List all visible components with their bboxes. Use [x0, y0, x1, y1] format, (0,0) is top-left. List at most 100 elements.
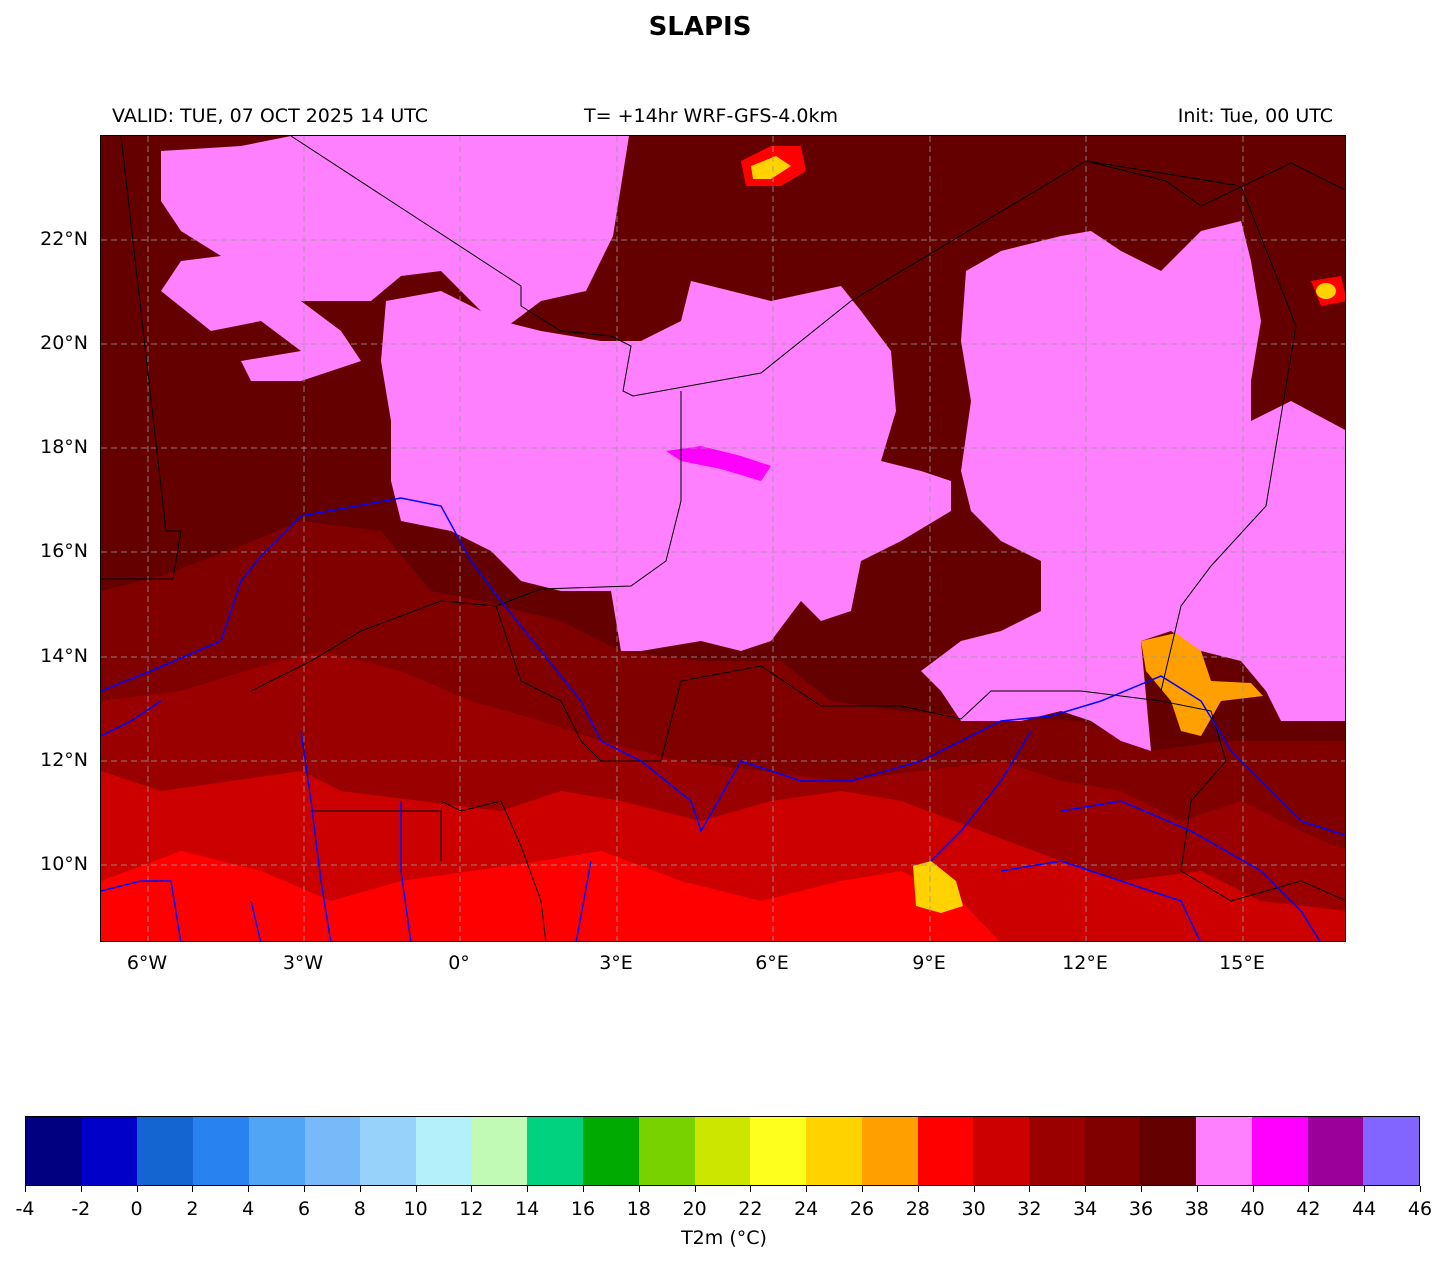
colorbar-tick	[1252, 1186, 1254, 1192]
valid-time: VALID: TUE, 07 OCT 2025 14 UTC	[112, 105, 428, 127]
lat-label: 20°N	[40, 332, 88, 354]
field-28-30	[101, 851, 1000, 941]
colorbar-cell	[1028, 1117, 1085, 1185]
field-24-26	[1316, 283, 1336, 299]
colorbar-tick	[1141, 1186, 1142, 1192]
colorbar-tick-label: 4	[242, 1198, 255, 1220]
chart-title: SLAPIS	[648, 12, 752, 42]
colorbar-cell	[1363, 1117, 1419, 1185]
colorbar-tick	[1364, 1186, 1366, 1192]
colorbar-tick	[25, 1186, 26, 1192]
colorbar-tick	[192, 1186, 194, 1192]
colorbar-tick	[136, 1186, 138, 1192]
colorbar-tick-label: 28	[905, 1198, 930, 1220]
field-24-26	[913, 861, 963, 913]
colorbar-tick-label: 26	[849, 1198, 875, 1220]
colorbar-ticks: -4 -2 0 2 4 6 8 10 12 14 16 18 20 22 24 26 28 30 32 34 36 38 4…	[16, 1186, 1432, 1220]
rivers	[101, 497, 1345, 941]
colorbar-tick-label: 38	[1184, 1198, 1209, 1220]
colorbar-cell	[638, 1117, 695, 1185]
colorbar-tick-label: 16	[570, 1198, 596, 1220]
colorbar-tick	[80, 1186, 82, 1192]
colorbar-tick-label: 24	[794, 1198, 819, 1220]
lon-label: 6°E	[755, 952, 789, 974]
colorbar-cell	[861, 1117, 918, 1185]
colorbar-tick	[917, 1186, 919, 1192]
colorbar-tick	[694, 1186, 696, 1192]
colorbar-tick	[1196, 1186, 1198, 1192]
colorbar-cell	[917, 1117, 974, 1185]
colorbar-cell	[416, 1117, 472, 1185]
colorbar-tick-label: -2	[71, 1198, 91, 1220]
lat-label: 18°N	[40, 436, 88, 458]
lat-label: 14°N	[40, 645, 88, 667]
colorbar-tick	[1085, 1186, 1087, 1192]
lon-label: 3°E	[599, 952, 633, 974]
colorbar-tick-label: 10	[403, 1198, 428, 1220]
colorbar-cell	[360, 1117, 417, 1185]
colorbar-cell	[973, 1117, 1029, 1185]
lon-label: 12°E	[1062, 952, 1108, 974]
colorbar-tick-label: -4	[15, 1198, 35, 1220]
colorbar-cell	[81, 1117, 138, 1185]
colorbar-cell	[527, 1117, 584, 1185]
colorbar-tick-label: 44	[1352, 1198, 1377, 1220]
lon-label: 9°E	[912, 952, 946, 974]
colorbar-tick-label: 42	[1296, 1198, 1321, 1220]
colorbar-cell	[750, 1117, 807, 1185]
colorbar-cell	[1196, 1117, 1252, 1185]
colorbar-cell	[1307, 1117, 1364, 1185]
colorbar-tick	[750, 1186, 752, 1192]
colorbar-tick-label: 36	[1128, 1198, 1154, 1220]
colorbar-cell	[193, 1117, 249, 1185]
colorbar-tick-label: 30	[961, 1198, 986, 1220]
colorbar-cell	[1084, 1117, 1141, 1185]
colorbar-tick	[304, 1186, 305, 1192]
colorbar-tick-label: 0	[130, 1198, 143, 1220]
field-26-28	[1141, 633, 1263, 736]
colorbar-tick	[248, 1186, 250, 1192]
colorbar-tick-label: 12	[459, 1198, 484, 1220]
colorbar-tick	[583, 1186, 584, 1192]
colorbar-tick-label: 46	[1407, 1198, 1433, 1220]
colorbar-tick	[1420, 1186, 1421, 1192]
colorbar-tick	[527, 1186, 529, 1192]
colorbar-tick	[359, 1186, 361, 1192]
colorbar-label: T2m (°C)	[681, 1227, 767, 1249]
field-38-40	[921, 221, 1345, 751]
temperature-map	[100, 135, 1346, 942]
forecast-info: T= +14hr WRF-GFS-4.0km	[584, 105, 838, 127]
colorbar-cell	[26, 1117, 82, 1185]
country-borders	[101, 136, 1345, 941]
lat-label: 12°N	[40, 749, 88, 771]
field-40-42	[666, 446, 771, 481]
colorbar-cell	[583, 1117, 639, 1185]
colorbar-tick-label: 2	[186, 1198, 199, 1220]
field-38-40	[381, 281, 951, 651]
colorbar-tick-label: 20	[682, 1198, 707, 1220]
colorbar-cell	[304, 1117, 361, 1185]
field-24-26	[751, 156, 791, 179]
colorbar-tick	[415, 1186, 417, 1192]
colorbar-cell	[1140, 1117, 1197, 1185]
colorbar-tick-label: 14	[515, 1198, 540, 1220]
lon-label: 6°W	[126, 952, 168, 974]
colorbar-cell	[1251, 1117, 1308, 1185]
colorbar-cell	[471, 1117, 528, 1185]
colorbar-cell	[137, 1117, 194, 1185]
colorbar-tick-label: 8	[353, 1198, 366, 1220]
colorbar-cell	[694, 1117, 751, 1185]
map-svg	[101, 136, 1345, 941]
lat-label: 16°N	[40, 540, 88, 562]
field-38-40	[161, 136, 629, 381]
colorbar-tick-label: 18	[626, 1198, 651, 1220]
colorbar-tick-label: 32	[1017, 1198, 1042, 1220]
colorbar-tick	[638, 1186, 640, 1192]
colorbar-tick-label: 34	[1073, 1198, 1098, 1220]
colorbar-tick	[806, 1186, 808, 1192]
init-time: Init: Tue, 00 UTC	[1177, 105, 1333, 127]
colorbar-cell	[806, 1117, 862, 1185]
colorbar-tick-label: 22	[738, 1198, 763, 1220]
colorbar-tick-label: 40	[1240, 1198, 1265, 1220]
colorbar-tick-label: 6	[297, 1198, 311, 1220]
